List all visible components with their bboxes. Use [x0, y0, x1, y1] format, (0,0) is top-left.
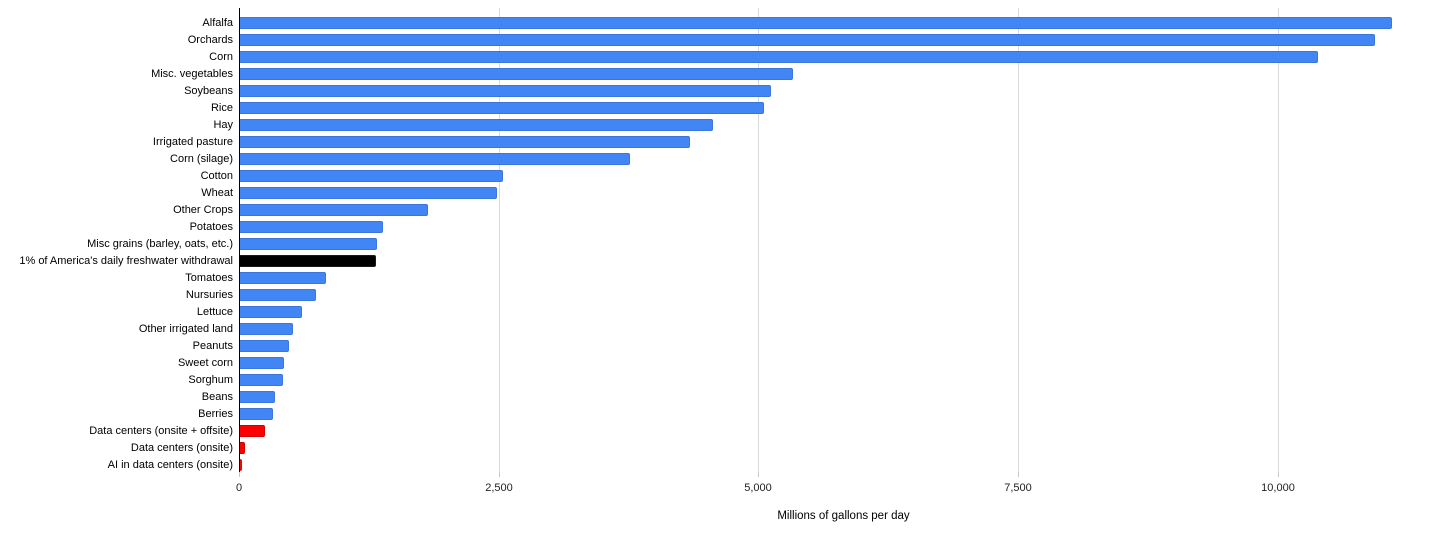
bar-peanuts [239, 340, 289, 352]
bar-irrigated-pasture [239, 136, 690, 148]
y-axis-line [239, 8, 240, 472]
category-label: Other irrigated land [138, 323, 233, 335]
category-label: Nursuries [185, 289, 233, 301]
gridline-5000 [758, 8, 759, 472]
category-label: Peanuts [192, 340, 233, 352]
bar-misc-vegetables [239, 68, 793, 80]
bar-1-of-america-s-daily-freshwater-withdrawal [239, 255, 376, 267]
category-label: Misc grains (barley, oats, etc.) [87, 238, 233, 250]
category-label: Sorghum [188, 374, 233, 386]
x-tick-label: 10,000 [1261, 482, 1295, 494]
category-label: Hay [213, 119, 233, 131]
category-label: 1% of America's daily freshwater withdra… [19, 255, 233, 267]
bar-data-centers-onsite-offsite [239, 425, 265, 437]
category-label: Soybeans [184, 85, 233, 97]
gridline-2500 [499, 8, 500, 472]
category-label: Corn (silage) [170, 153, 233, 165]
bar-other-crops [239, 204, 428, 216]
bar-beans [239, 391, 275, 403]
category-label: Data centers (onsite) [130, 442, 233, 454]
x-tick-label: 2,500 [485, 482, 513, 494]
bar-wheat [239, 187, 497, 199]
category-label: Cotton [200, 170, 233, 182]
category-label: Irrigated pasture [152, 136, 233, 148]
tick-mark-7500 [1018, 472, 1019, 477]
x-tick-label: 0 [235, 482, 243, 494]
gridline-7500 [1018, 8, 1019, 472]
bar-sorghum [239, 374, 283, 386]
x-axis-tick-labels: 0 2,500 5,000 7,500 10,000 [236, 480, 1448, 496]
category-label: Berries [198, 408, 233, 420]
bar-tomatoes [239, 272, 326, 284]
category-label: Wheat [201, 187, 233, 199]
x-tick-label: 7,500 [1004, 482, 1032, 494]
x-axis-title: Millions of gallons per day [777, 510, 910, 522]
x-tick-label: 5,000 [744, 482, 772, 494]
category-label: Rice [210, 102, 233, 114]
bar-other-irrigated-land [239, 323, 293, 335]
bar-rice [239, 102, 764, 114]
gridline-10000 [1278, 8, 1279, 472]
category-label: AI in data centers (onsite) [107, 459, 233, 471]
category-label: Other Crops [173, 204, 233, 216]
tick-mark-2500 [499, 472, 500, 477]
bar-potatoes [239, 221, 383, 233]
bar-nursuries [239, 289, 316, 301]
category-label: Orchards [187, 34, 233, 46]
tick-mark-10000 [1278, 472, 1279, 477]
category-label: Corn [209, 51, 233, 63]
bar-berries [239, 408, 273, 420]
bar-misc-grains-barley-oats-etc [239, 238, 377, 250]
category-label: Misc. vegetables [151, 68, 233, 80]
category-label: Beans [201, 391, 233, 403]
tick-mark-0 [239, 472, 240, 477]
bar-corn-silage [239, 153, 630, 165]
category-label: Lettuce [196, 306, 233, 318]
category-label: Tomatoes [185, 272, 233, 284]
plot-area [239, 8, 1448, 477]
bar-alfalfa [239, 17, 1392, 29]
bar-sweet-corn [239, 357, 284, 369]
category-label: Sweet corn [177, 357, 233, 369]
category-label: Data centers (onsite + offsite) [89, 425, 233, 437]
bar-ai-in-data-centers-onsite [239, 459, 242, 471]
bar-data-centers-onsite [239, 442, 245, 454]
category-label: Potatoes [189, 221, 233, 233]
bar-cotton [239, 170, 503, 182]
bar-corn [239, 51, 1318, 63]
y-axis-labels: Alfalfa Orchards Corn Misc. vegetables Soybe… [0, 8, 233, 472]
tick-mark-5000 [758, 472, 759, 477]
bar-soybeans [239, 85, 771, 97]
bar-orchards [239, 34, 1375, 46]
bar-hay [239, 119, 713, 131]
bar-lettuce [239, 306, 302, 318]
category-label: Alfalfa [202, 17, 233, 29]
